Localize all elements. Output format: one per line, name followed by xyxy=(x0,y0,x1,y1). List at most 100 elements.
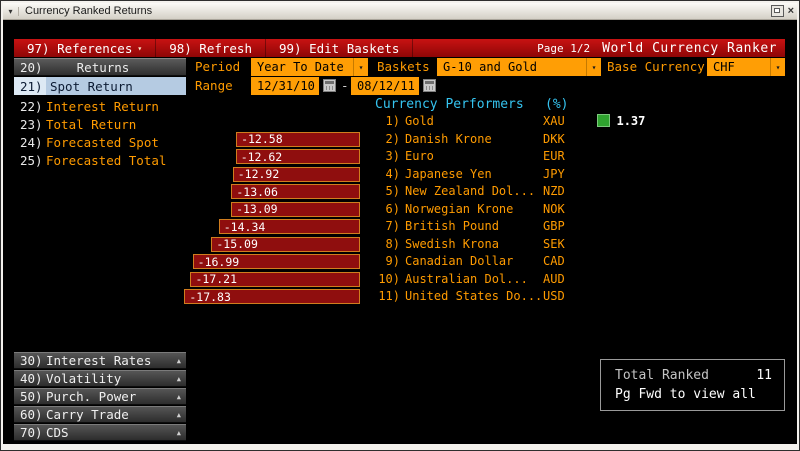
chart-row-code: NOK xyxy=(543,201,565,216)
sidebar-item-number: 25) xyxy=(20,153,43,168)
chart-row-code: JPY xyxy=(543,166,565,181)
chart-row-name: Danish Krone xyxy=(405,131,492,146)
period-dropdown[interactable]: Year To Date ▾ xyxy=(251,58,368,76)
menubar-item[interactable]: 97) References ▾ xyxy=(14,39,157,57)
bottom-menu-item[interactable]: 60) Carry Trade ▲ xyxy=(14,406,186,423)
chevron-down-icon: ▾ xyxy=(770,58,785,76)
menu-item-number: 30) xyxy=(20,353,43,368)
negative-return-bar: -12.92 xyxy=(232,166,360,182)
chart-row[interactable]: 2) Danish Krone DKK xyxy=(374,131,614,149)
range-separator: - xyxy=(341,78,349,93)
chart-row-name: British Pound xyxy=(405,219,499,233)
terminal-screen: 97) References ▾ 98) Refresh 99) Edit Baske… xyxy=(3,20,797,444)
menubar-item[interactable]: 99) Edit Baskets xyxy=(266,39,414,57)
chart-row[interactable]: 5) New Zealand Dol... NZD xyxy=(374,183,614,201)
page-forward-hint: Pg Fwd to view all xyxy=(615,387,756,402)
menubar: 97) References ▾ 98) Refresh 99) Edit Baske… xyxy=(14,39,785,57)
sidebar-item-label: Interest Return xyxy=(46,99,159,114)
chart-row-code: DKK xyxy=(543,131,565,146)
period-value: Year To Date xyxy=(257,60,344,74)
chart-row-code: AUD xyxy=(543,271,565,286)
chart-unit-label: (%) xyxy=(545,97,569,112)
chart-row[interactable]: 6) Norwegian Krone NOK xyxy=(374,201,614,219)
chevron-down-icon: ▾ xyxy=(586,58,601,76)
period-label: Period xyxy=(195,59,241,74)
base-currency-dropdown[interactable]: CHF ▾ xyxy=(707,58,785,76)
total-ranked-box: Total Ranked 11 Pg Fwd to view all xyxy=(600,359,785,411)
sidebar-item-label: Forecasted Spot xyxy=(46,135,159,150)
chart-row-rank: 1) xyxy=(385,114,400,128)
sidebar-item-label: Forecasted Total xyxy=(46,153,167,168)
restore-window-icon[interactable] xyxy=(770,5,784,17)
calendar-icon[interactable] xyxy=(423,79,436,92)
negative-return-bar: -13.09 xyxy=(231,201,360,217)
chart-row-name: Japanese Yen xyxy=(405,166,492,181)
bottom-menu-item[interactable]: 70) CDS ▲ xyxy=(14,424,186,441)
range-start-field[interactable]: 12/31/10 xyxy=(251,77,319,95)
menu-item-label: Volatility xyxy=(46,371,122,386)
sidebar-item[interactable]: 23) Total Return xyxy=(14,116,186,134)
chart-row-name: Australian Dol... xyxy=(405,271,528,286)
chart-title: Currency Performers xyxy=(375,97,524,112)
collapse-arrow-icon: ▲ xyxy=(176,428,181,437)
menu-item-number: 50) xyxy=(20,389,43,404)
chart-row-code: USD xyxy=(543,289,565,303)
chart-row-rank: 9) xyxy=(385,254,400,268)
spot-return-tab-selected[interactable]: 21) Spot Return xyxy=(14,77,186,95)
total-ranked-label: Total Ranked xyxy=(615,368,709,383)
chart-row[interactable]: 10) Australian Dol... AUD xyxy=(374,271,614,289)
page-indicator: Page 1/2 xyxy=(537,41,591,55)
chart-row-rank: 8) xyxy=(385,236,400,251)
range-end-field[interactable]: 08/12/11 xyxy=(351,77,419,95)
range-start-value: 12/31/10 xyxy=(257,79,315,93)
chart-row[interactable]: 4) Japanese Yen JPY xyxy=(374,166,614,184)
sidebar-item-number: 22) xyxy=(20,99,43,114)
positive-return-bar xyxy=(597,114,611,127)
chart-row-rank: 2) xyxy=(385,131,400,146)
chart-row-rank: 3) xyxy=(385,149,400,163)
chart-row-name: Swedish Krona xyxy=(405,236,499,251)
chart-row-rank: 7) xyxy=(385,219,400,233)
chart-row-name: Gold xyxy=(405,114,434,128)
chart-row[interactable]: 11) United States Do... USD xyxy=(374,288,614,306)
bottom-menu-item[interactable]: 30) Interest Rates ▲ xyxy=(14,352,186,369)
chart-row[interactable]: 9) Canadian Dollar CAD xyxy=(374,253,614,271)
sidebar-item[interactable]: 25) Forecasted Total xyxy=(14,152,186,170)
chart-row[interactable]: 7) British Pound GBP xyxy=(374,218,614,236)
chart-row[interactable]: 8) Swedish Krona SEK xyxy=(374,236,614,254)
chart-row-rank: 11) xyxy=(378,289,400,303)
menubar-item-label: 98) Refresh xyxy=(169,40,252,56)
chart-row[interactable]: 3) Euro EUR xyxy=(374,148,614,166)
menubar-item[interactable]: 98) Refresh xyxy=(156,39,266,57)
chart-row-name: United States Do... xyxy=(405,289,543,303)
chart-row-rank: 5) xyxy=(385,184,400,198)
bottom-menu-item[interactable]: 40) Volatility ▲ xyxy=(14,370,186,387)
chart-row[interactable]: 1) Gold XAU xyxy=(374,113,614,131)
chart-row-code: EUR xyxy=(543,149,565,163)
negative-return-bar: -14.34 xyxy=(218,219,360,234)
window-titlebar[interactable]: ▾ Currency Ranked Returns × xyxy=(3,3,797,20)
menu-item-label: Interest Rates xyxy=(46,353,152,368)
window-menu-caret-icon[interactable]: ▾ xyxy=(3,6,19,16)
returns-menu-button[interactable]: 20) Returns xyxy=(14,58,186,76)
menubar-item-label: 97) References xyxy=(27,40,133,56)
close-window-icon[interactable]: × xyxy=(787,5,794,17)
spot-return-number: 21) xyxy=(14,77,46,95)
negative-return-bar: -12.62 xyxy=(235,149,360,164)
sidebar-item[interactable]: 22) Interest Return xyxy=(14,98,186,116)
chart-row-rank: 6) xyxy=(385,201,400,216)
baskets-dropdown[interactable]: G-10 and Gold ▾ xyxy=(437,58,601,76)
chart-row-code: XAU xyxy=(543,114,565,128)
dropdown-caret-icon: ▾ xyxy=(137,43,143,53)
chart-row-rank: 4) xyxy=(385,166,400,181)
collapse-arrow-icon: ▲ xyxy=(176,374,181,383)
window-title: Currency Ranked Returns xyxy=(25,5,153,17)
negative-return-bar: -17.83 xyxy=(184,289,360,304)
calendar-icon[interactable] xyxy=(323,79,336,92)
bottom-menu-item[interactable]: 50) Purch. Power ▲ xyxy=(14,388,186,405)
sidebar-item[interactable]: 24) Forecasted Spot xyxy=(14,134,186,152)
negative-return-bar: -12.58 xyxy=(236,131,360,147)
sidebar-item-number: 23) xyxy=(20,117,43,132)
spot-return-label: Spot Return xyxy=(50,78,133,94)
